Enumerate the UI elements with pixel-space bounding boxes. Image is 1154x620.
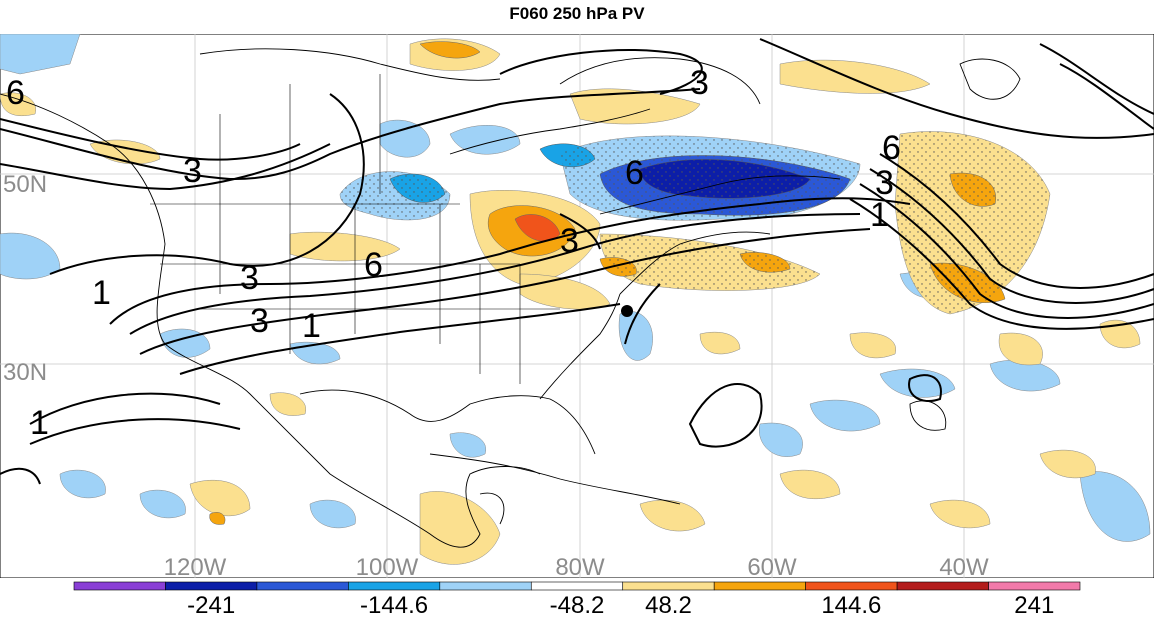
contour-labels: 6 3 1 3 3 1 6 3 6 3 6 3 1 1 <box>6 64 901 442</box>
latitude-labels: 50N 30N <box>3 171 47 386</box>
contour-label: 1 <box>30 404 49 442</box>
colorbar-tick-label: 241 <box>1014 592 1055 619</box>
longitude-labels: 120W 100W 80W 60W 40W <box>164 554 989 578</box>
colorbar-swatch <box>256 581 349 591</box>
colorbar-swatch <box>713 581 806 591</box>
contour-label: 6 <box>364 246 383 284</box>
coastlines-and-borders <box>0 48 1021 548</box>
contour-label: 6 <box>6 74 25 112</box>
contour-label: 3 <box>250 302 269 340</box>
pv-contours <box>0 38 1154 485</box>
colorbar-tick-label: -48.2 <box>549 592 605 619</box>
colorbar-swatch <box>896 581 989 591</box>
colorbar-swatch <box>348 581 441 591</box>
colorbar-swatch <box>530 581 624 591</box>
contour-label: 1 <box>870 196 889 234</box>
contour-label: 3 <box>183 152 202 190</box>
lon-label-120w: 120W <box>164 554 227 578</box>
contour-label: 3 <box>690 64 709 102</box>
colorbar-swatch <box>988 581 1081 591</box>
map-title: F060 250 hPa PV <box>509 4 645 23</box>
lon-label-100w: 100W <box>356 554 419 578</box>
contour-label: 1 <box>92 274 111 312</box>
colorbar-tick-label: -241 <box>187 592 236 619</box>
lon-label-80w: 80W <box>555 554 605 578</box>
colorbar-swatch <box>439 581 532 591</box>
lon-label-60w: 60W <box>747 554 797 578</box>
red-core <box>514 214 561 242</box>
colorbar-tick-label: -144.6 <box>360 592 429 619</box>
contour-label: 1 <box>302 307 321 345</box>
contour-label: 3 <box>240 259 259 297</box>
lat-label-30n: 30N <box>3 359 47 386</box>
station-marker <box>621 305 633 317</box>
significance-stippling <box>340 131 1050 314</box>
colorbar <box>73 581 1081 591</box>
pv-map: 6 3 1 3 3 1 6 3 6 3 6 3 1 1 50N 30N 120W… <box>0 34 1154 578</box>
colorbar-swatch <box>165 581 258 591</box>
contour-label: 6 <box>882 129 901 167</box>
colorbar-tick-label: 48.2 <box>645 592 692 619</box>
colorbar-swatch <box>73 581 166 591</box>
colorbar-swatch <box>622 581 715 591</box>
lon-label-40w: 40W <box>939 554 989 578</box>
lat-label-50n: 50N <box>3 171 47 198</box>
contour-label: 6 <box>625 154 644 192</box>
colorbar-tick-label: 144.6 <box>821 592 882 619</box>
contour-label: 3 <box>560 222 579 260</box>
contour-label: 3 <box>875 164 894 202</box>
colorbar-swatch <box>805 581 898 591</box>
